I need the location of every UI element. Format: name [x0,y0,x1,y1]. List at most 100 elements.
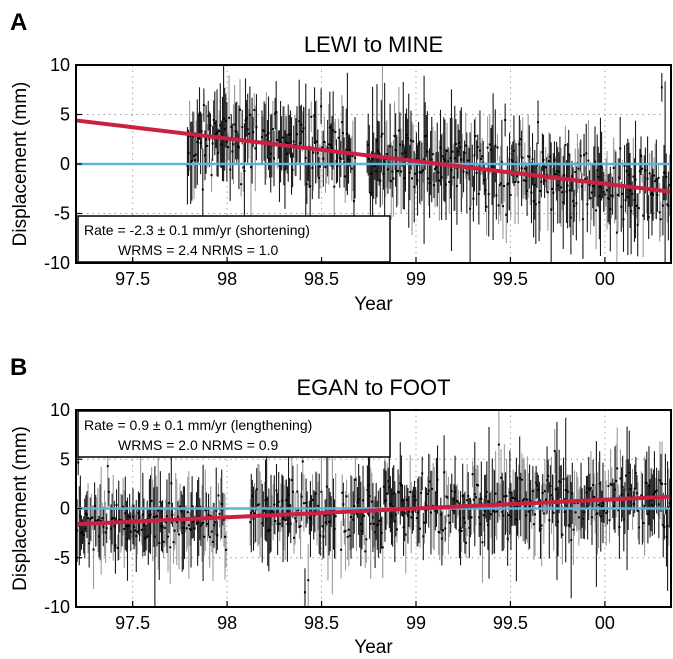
data-point [385,499,388,502]
data-point [624,474,627,477]
data-point [326,147,329,150]
data-point [649,193,652,196]
data-point [168,502,171,505]
data-point [385,153,388,156]
data-point [224,119,227,122]
data-point [622,518,625,521]
data-point [451,150,454,153]
data-point [431,487,434,490]
data-point [154,515,157,518]
data-point [336,165,339,168]
data-point [665,175,668,178]
data-point [463,151,466,154]
data-point [518,477,521,480]
data-point [329,520,332,523]
data-point [362,499,365,502]
x-tick-label: 98.5 [304,269,339,289]
data-point [342,503,345,506]
data-point [263,509,266,512]
data-point [623,164,626,167]
data-point [150,499,153,502]
data-point [413,495,416,498]
data-point [434,509,437,512]
data-point [367,143,370,146]
data-point [160,525,163,528]
data-point [204,509,207,512]
data-point [406,514,409,517]
data-point [448,180,451,183]
data-point [467,494,470,497]
data-point [554,488,557,491]
data-point [584,177,587,180]
data-point [321,525,324,528]
data-point [543,490,546,493]
data-point [563,511,566,514]
data-point [309,185,312,188]
data-point [404,533,407,536]
data-point [429,511,432,514]
data-point [413,185,416,188]
data-point [599,515,602,518]
data-point [322,535,325,538]
data-point [634,472,637,475]
data-point [252,131,255,134]
data-point [347,528,350,531]
data-point [264,499,267,502]
data-point [319,165,322,168]
data-point [203,535,206,538]
y-axis: -10 -5 0 5 10 [44,55,82,273]
data-point [83,527,86,530]
data-point [268,529,271,532]
data-point [638,526,641,529]
data-point [331,147,334,150]
data-point [572,528,575,531]
data-point [660,86,663,89]
data-point [346,535,349,538]
data-point [666,203,669,206]
rate-text: Rate = -2.3 ± 0.1 mm/yr (shortening) [84,222,310,238]
data-point [408,171,411,174]
data-point [434,168,437,171]
data-point [610,194,613,197]
data-point [346,132,349,135]
data-point [314,492,317,495]
data-point [393,134,396,137]
data-point [543,179,546,182]
data-point [156,515,159,518]
data-point [203,154,206,157]
data-point [607,197,610,200]
data-point [551,187,554,190]
data-point [352,518,355,521]
data-point [463,521,466,524]
data-point [472,498,475,501]
data-point [416,179,419,182]
data-point [501,205,504,208]
data-point [466,159,469,162]
data-point [368,157,371,160]
data-point [315,140,318,143]
data-point [228,116,231,119]
data-point [515,161,518,164]
data-point [542,158,545,161]
data-point [471,164,474,167]
data-point [505,213,508,216]
data-point [341,491,344,494]
data-point [302,502,305,505]
data-point [616,467,619,470]
data-point [84,512,87,515]
x-tick-label: 00 [595,269,615,289]
data-point [493,510,496,513]
data-point [252,517,255,520]
data-point [290,479,293,482]
data-point [519,138,522,141]
data-point [439,513,442,516]
data-point [147,535,150,538]
data-point [135,535,138,538]
data-point [479,523,482,526]
data-point [187,151,190,154]
data-point [378,519,381,522]
data-point [253,109,256,112]
data-point [435,491,438,494]
data-point [653,491,656,494]
data-point [565,190,568,193]
